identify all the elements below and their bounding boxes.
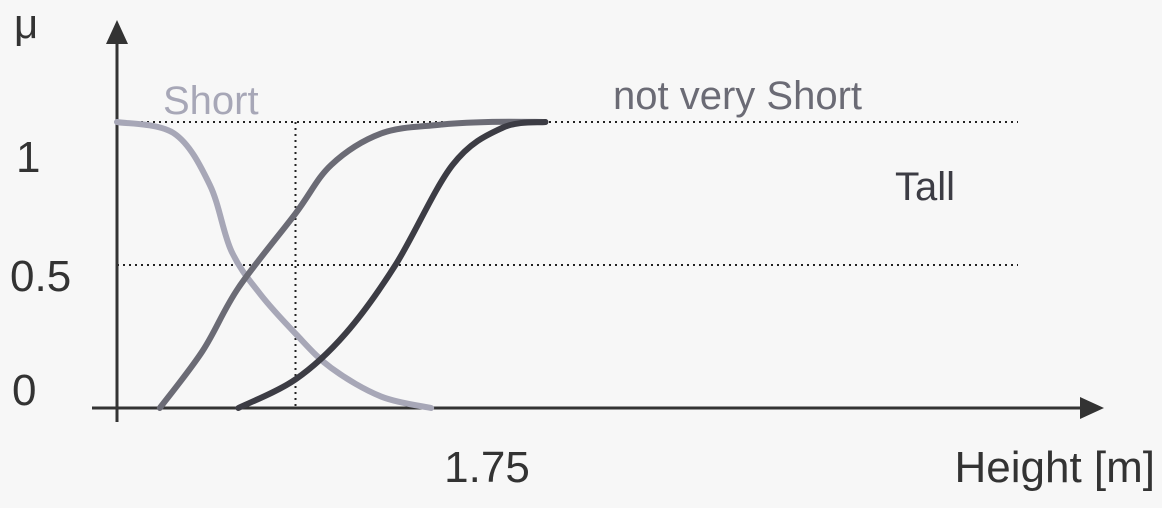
series-label-tall: Tall xyxy=(895,165,955,209)
series-line-1 xyxy=(156,118,549,411)
y-axis-label: μ xyxy=(14,0,38,47)
series-label-short: Short xyxy=(163,79,259,123)
y-tick-label: 0.5 xyxy=(10,252,71,301)
series-line-2 xyxy=(235,119,549,411)
series-line-0 xyxy=(114,119,435,411)
y-tick-label: 0 xyxy=(12,366,36,415)
y-tick-label: 1 xyxy=(16,133,40,182)
x-axis-arrow xyxy=(1080,397,1104,419)
reference-lines xyxy=(117,121,1018,408)
series-label-not-very-short: not very Short xyxy=(613,74,862,118)
x-tick-label: 1.75 xyxy=(444,443,530,492)
labels: μ Height [m] 0 0.5 1 1.75 Short not very… xyxy=(10,0,1155,492)
axes xyxy=(92,20,1104,422)
series-layer xyxy=(114,118,549,411)
y-axis-arrow xyxy=(106,20,128,44)
x-axis-label: Height [m] xyxy=(954,443,1155,492)
